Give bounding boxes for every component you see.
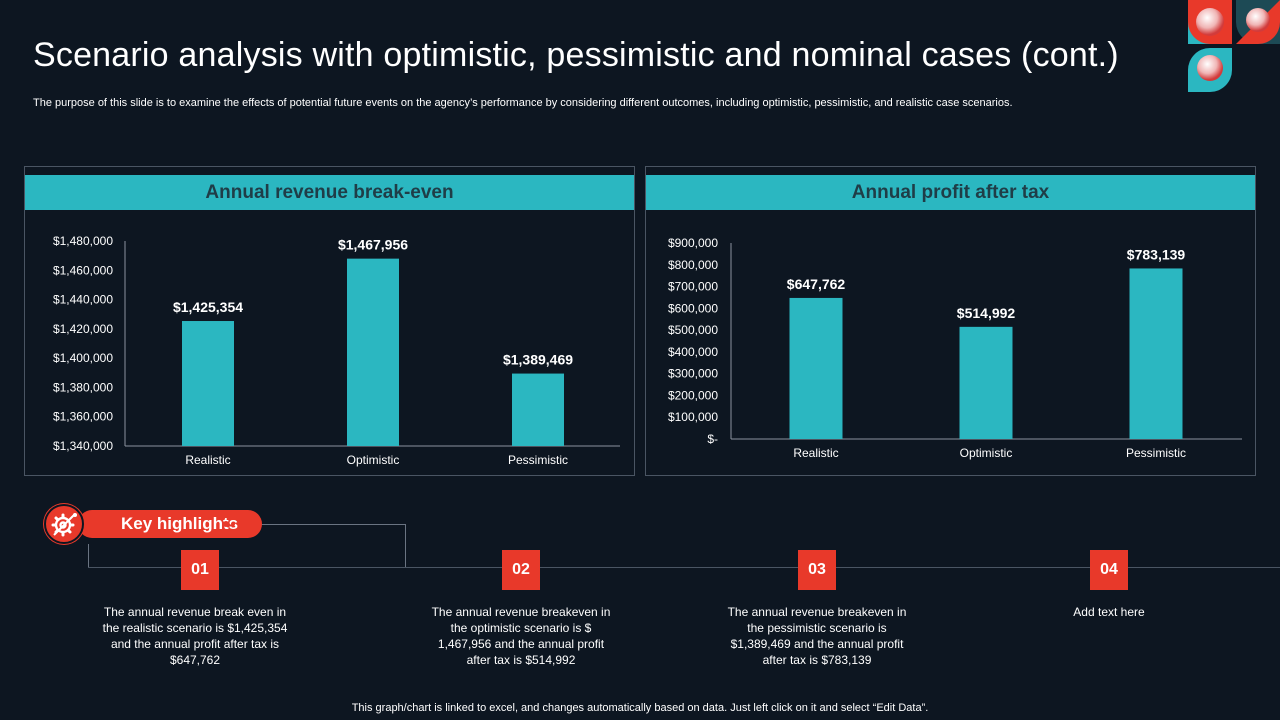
page-title: Scenario analysis with optimistic, pessi…	[33, 36, 1119, 74]
bar-realistic[interactable]	[789, 297, 843, 439]
gear-icon	[44, 504, 84, 544]
step-number-04: 04	[1090, 550, 1128, 590]
revenue-bar-chart[interactable]: $1,340,000 $1,360,000 $1,380,000 $1,400,000…	[25, 167, 636, 477]
step-text-02: The annual revenue breakeven in the opti…	[431, 605, 611, 667]
data-label: $1,425,354	[173, 299, 243, 315]
y-tick-label: $1,460,000	[53, 263, 113, 277]
decorative-corner-graphic	[1188, 0, 1280, 92]
y-tick-label: $1,380,000	[53, 380, 113, 394]
step-number-03: 03	[798, 550, 836, 590]
connector-dots	[223, 521, 235, 527]
y-tick-label: $500,000	[668, 323, 718, 337]
step-text-01: The annual revenue break even in the rea…	[102, 605, 288, 667]
y-tick-label: $800,000	[668, 258, 718, 272]
x-tick-label: Realistic	[185, 453, 230, 467]
y-tick-label: $1,420,000	[53, 322, 113, 336]
x-tick-label: Realistic	[793, 446, 838, 460]
y-tick-label: $200,000	[668, 388, 718, 402]
x-tick-label: Optimistic	[347, 453, 400, 467]
data-label: $514,992	[957, 305, 1016, 321]
data-label: $1,467,956	[338, 237, 408, 253]
profit-chart-panel: Annual profit after tax $- $100,000 $200,0…	[645, 166, 1256, 476]
revenue-chart-title: Annual revenue break-even	[25, 175, 634, 210]
x-tick-label: Pessimistic	[1126, 446, 1186, 460]
bar-realistic[interactable]	[182, 321, 234, 446]
x-tick-label: Pessimistic	[508, 453, 568, 467]
y-tick-label: $1,480,000	[53, 234, 113, 248]
y-tick-label: $100,000	[668, 410, 718, 424]
y-tick-label: $1,440,000	[53, 293, 113, 307]
bar-pessimistic[interactable]	[512, 373, 564, 446]
y-tick-label: $1,340,000	[53, 439, 113, 453]
step-number-01: 01	[181, 550, 219, 590]
footer-note: This graph/chart is linked to excel, and…	[351, 702, 929, 714]
timeline-line	[88, 567, 1280, 568]
revenue-chart-panel: Annual revenue break-even $1,340,000 $1,3…	[24, 166, 635, 476]
profit-bar-chart[interactable]: $- $100,000 $200,000 $300,000 $400,000 $500,0…	[646, 167, 1257, 477]
bar-optimistic[interactable]	[347, 258, 399, 446]
step-text-03: The annual revenue breakeven in the pess…	[727, 605, 907, 667]
y-tick-label: $900,000	[668, 236, 718, 250]
y-tick-label: $-	[707, 432, 718, 446]
y-tick-label: $1,400,000	[53, 351, 113, 365]
data-label: $783,139	[1127, 246, 1186, 262]
y-tick-label: $400,000	[668, 345, 718, 359]
y-tick-label: $700,000	[668, 280, 718, 294]
y-tick-label: $600,000	[668, 301, 718, 315]
data-label: $1,389,469	[503, 352, 573, 368]
bar-pessimistic[interactable]	[1129, 268, 1183, 439]
key-highlights-label: Key highlights	[78, 510, 262, 538]
bar-optimistic[interactable]	[959, 326, 1013, 439]
step-text-04: Add text here	[1073, 605, 1145, 619]
step-number-02: 02	[502, 550, 540, 590]
page-subtitle: The purpose of this slide is to examine …	[33, 97, 1013, 109]
highlights-bracket	[88, 544, 406, 568]
x-tick-label: Optimistic	[960, 446, 1013, 460]
y-tick-label: $300,000	[668, 367, 718, 381]
y-tick-label: $1,360,000	[53, 410, 113, 424]
profit-chart-title: Annual profit after tax	[646, 175, 1255, 210]
data-label: $647,762	[787, 276, 846, 292]
